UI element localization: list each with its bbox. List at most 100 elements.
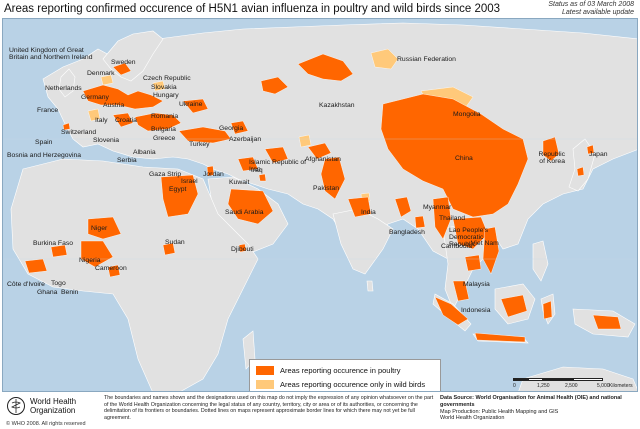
scale-tick-0: 0 (513, 383, 516, 389)
poultry-area-thailand-laos (452, 216, 489, 250)
legend-label-poultry: Areas reporting occurence in poultry (280, 365, 401, 375)
map-title: Areas reporting confirmed occurence of H… (4, 3, 501, 15)
copyright: © WHO 2008. All rights reserved (6, 421, 86, 427)
wild-area-europe-2 (87, 108, 101, 122)
poultry-area-europe-north (112, 62, 132, 76)
label-india: India (361, 209, 376, 216)
poultry-area-caucasus (230, 120, 249, 135)
label-korea: Republic of Korea (538, 151, 565, 165)
label-malaysia: Malaysia (463, 281, 490, 288)
who-org-line2: Organization (30, 406, 76, 415)
poultry-area-iran (264, 146, 289, 164)
label-ghana: Ghana (37, 289, 58, 296)
label-gaza: Gaza Strip (149, 171, 182, 178)
label-denmark: Denmark (87, 70, 115, 77)
scale-bar: 0 1,250 2,500 5,000 Kilometers (513, 375, 633, 391)
poultry-area-cambodia (464, 254, 482, 272)
label-turkey: Turkey (189, 141, 210, 148)
scale-tick-3: 5,000 (597, 383, 610, 389)
legend-label-wild: Areas reporting occurence only in wild b… (280, 379, 426, 389)
scale-seg-2 (528, 378, 543, 381)
label-croatia: Croatia (115, 117, 137, 124)
producer-org-line: World Health Organization (440, 415, 505, 422)
scale-tick-1: 1,250 (537, 383, 550, 389)
land-uk (58, 68, 76, 98)
poultry-area-niger (87, 216, 122, 240)
label-georgia: Georgia (219, 125, 244, 132)
label-bulgaria: Bulgaria (151, 126, 176, 133)
label-israel: Israel (181, 178, 198, 185)
label-afghanistan: Afghanistan (305, 156, 341, 163)
data-source: Data Source: World Organisation for Anim… (440, 395, 636, 422)
poultry-area-india-west (347, 196, 372, 218)
label-kuwait: Kuwait (229, 179, 250, 186)
label-mongolia: Mongolia (453, 111, 481, 118)
poultry-area-spain (62, 122, 71, 131)
poultry-area-djibouti (238, 243, 247, 253)
footer: World Health Organization © WHO 2008. Al… (0, 392, 640, 429)
poultry-area-newguinea (592, 314, 622, 330)
label-russia: Russian Federation (397, 56, 456, 63)
poultry-layer (24, 53, 622, 343)
label-italy: Italy (95, 117, 108, 124)
legend-item-wild: Areas reporting occurence only in wild b… (256, 378, 425, 390)
wild-area-europe-3 (152, 80, 166, 92)
label-france: France (37, 107, 59, 114)
who-logo-icon (7, 397, 25, 415)
label-nigeria: Nigeria (79, 257, 101, 264)
label-netherlands: Netherlands (45, 85, 82, 92)
label-czech: Czech Republic (143, 75, 191, 82)
label-sudan: Sudan (165, 239, 185, 246)
label-cameroon: Cameroon (95, 265, 127, 272)
poultry-area-burkina (50, 244, 68, 258)
poultry-area-japan-1 (576, 166, 585, 177)
poultry-area-korea (542, 136, 560, 162)
poultry-area-sulawesi (542, 300, 553, 320)
poultry-area-russia-south (260, 76, 289, 95)
label-japan: Japan (589, 151, 608, 158)
disclaimer: The boundaries and names shown and the d… (104, 395, 434, 421)
label-serbia: Serbia (117, 157, 137, 164)
label-azerbaijan: Azerbaijan (229, 136, 262, 143)
land-philippines (532, 240, 549, 282)
label-thailand: Thailand (439, 215, 466, 222)
poultry-area-europe-central (82, 84, 164, 110)
label-vietnam: Viet Nam (471, 240, 499, 247)
legend-item-poultry: Areas reporting occurence in poultry (256, 364, 400, 376)
wild-area-iran (298, 134, 312, 148)
poultry-area-china (380, 93, 529, 218)
label-uk: United Kingdom of Great Britain and Nort… (9, 47, 93, 61)
label-laos: Lao People's Democratic Republic (449, 227, 489, 248)
label-niger: Niger (91, 225, 108, 232)
map-canvas[interactable]: United Kingdom of Great Britain and Nort… (2, 18, 638, 392)
map-production-line: Map Production: Public Health Mapping an… (440, 408, 559, 415)
poultry-area-kuwait (258, 173, 267, 182)
poultry-area-malaysia (452, 280, 470, 302)
poultry-area-nigeria (80, 240, 114, 268)
label-burkina: Burkina Faso (33, 240, 74, 247)
poultry-area-myanmar (432, 196, 452, 240)
poultry-area-vietnam (482, 226, 500, 275)
wild-area-europe-1 (100, 74, 114, 86)
label-bosnia: Bosnia and Herzegovina (7, 152, 82, 159)
who-org-name: World Health Organization (30, 397, 76, 415)
label-kazakhstan: Kazakhstan (319, 102, 355, 109)
status-date: Status as of 03 March 2008 (548, 1, 634, 8)
graticule (3, 138, 637, 260)
poultry-area-borneo (500, 294, 528, 318)
label-ukraine: Ukraine (179, 101, 203, 108)
label-djibouti: Djibouti (231, 246, 254, 253)
label-saudi: Saudi Arabia (225, 209, 264, 216)
label-sweden: Sweden (111, 59, 136, 66)
poultry-area-egypt (160, 174, 199, 218)
poultry-area-westafrica (24, 258, 48, 274)
poultry-area-java (474, 332, 526, 343)
label-slovakia: Slovakia (151, 84, 177, 91)
scale-unit: Kilometers (609, 383, 633, 389)
map-legend: Areas reporting occurence in poultry Are… (249, 359, 441, 391)
status-update: Latest available update (562, 9, 634, 16)
label-albania: Albania (133, 149, 156, 156)
label-indonesia: Indonesia (461, 307, 491, 314)
poultry-area-india-east (394, 196, 412, 218)
label-spain: Spain (35, 139, 53, 146)
